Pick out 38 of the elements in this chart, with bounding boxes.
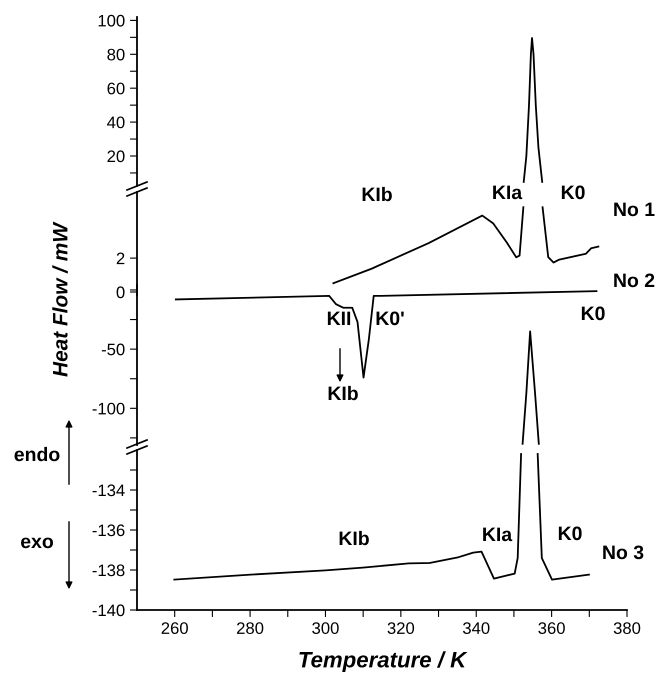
y-tick-label: -136 — [92, 524, 124, 536]
y-tick-label: 100 — [98, 14, 125, 27]
annotation: KIa — [483, 528, 512, 542]
y-axis-title: Heat Flow / mW — [52, 222, 68, 377]
line-series — [522, 37, 544, 183]
x-tick-label: 360 — [538, 622, 565, 634]
y-tick-label: -134 — [92, 484, 125, 496]
annotation: KIa — [493, 186, 522, 200]
x-tick-label: 380 — [614, 622, 640, 634]
y-tick-label: 0 — [116, 286, 125, 298]
y-tick-label: -50 — [102, 344, 125, 356]
y-tick-label: 2 — [116, 252, 124, 264]
x-tick-label: 340 — [462, 622, 490, 634]
y-tick-label: -138 — [92, 564, 124, 576]
annotation: No 1 — [614, 202, 655, 216]
text: endo — [14, 446, 60, 462]
text: exo — [21, 538, 53, 548]
x-tick-label: 260 — [162, 622, 188, 634]
annotation: K0 — [562, 185, 585, 200]
annotation: No 3 — [603, 545, 644, 560]
x-axis-title: Temperature / K — [299, 651, 468, 672]
annotation: KII — [328, 312, 350, 326]
y-tick-label: -140 — [92, 604, 125, 616]
annotation: K0 — [582, 306, 605, 320]
annotation: K0 — [558, 526, 582, 540]
y-tick-label: 20 — [107, 150, 125, 162]
y-tick-label: -100 — [92, 402, 125, 415]
x-tick-label: 280 — [237, 622, 264, 634]
annotation: KIb — [340, 530, 369, 546]
annotation: No 2 — [614, 273, 654, 288]
x-tick-label: 300 — [312, 622, 339, 634]
annotation: K0' — [376, 311, 404, 326]
y-tick-label: 60 — [108, 82, 125, 94]
x-tick-label: 320 — [388, 622, 414, 634]
annotation: KIb — [328, 386, 358, 400]
y-tick-label: 40 — [107, 116, 125, 128]
annotation: KIb — [362, 186, 392, 202]
y-tick-label: 80 — [107, 48, 125, 60]
